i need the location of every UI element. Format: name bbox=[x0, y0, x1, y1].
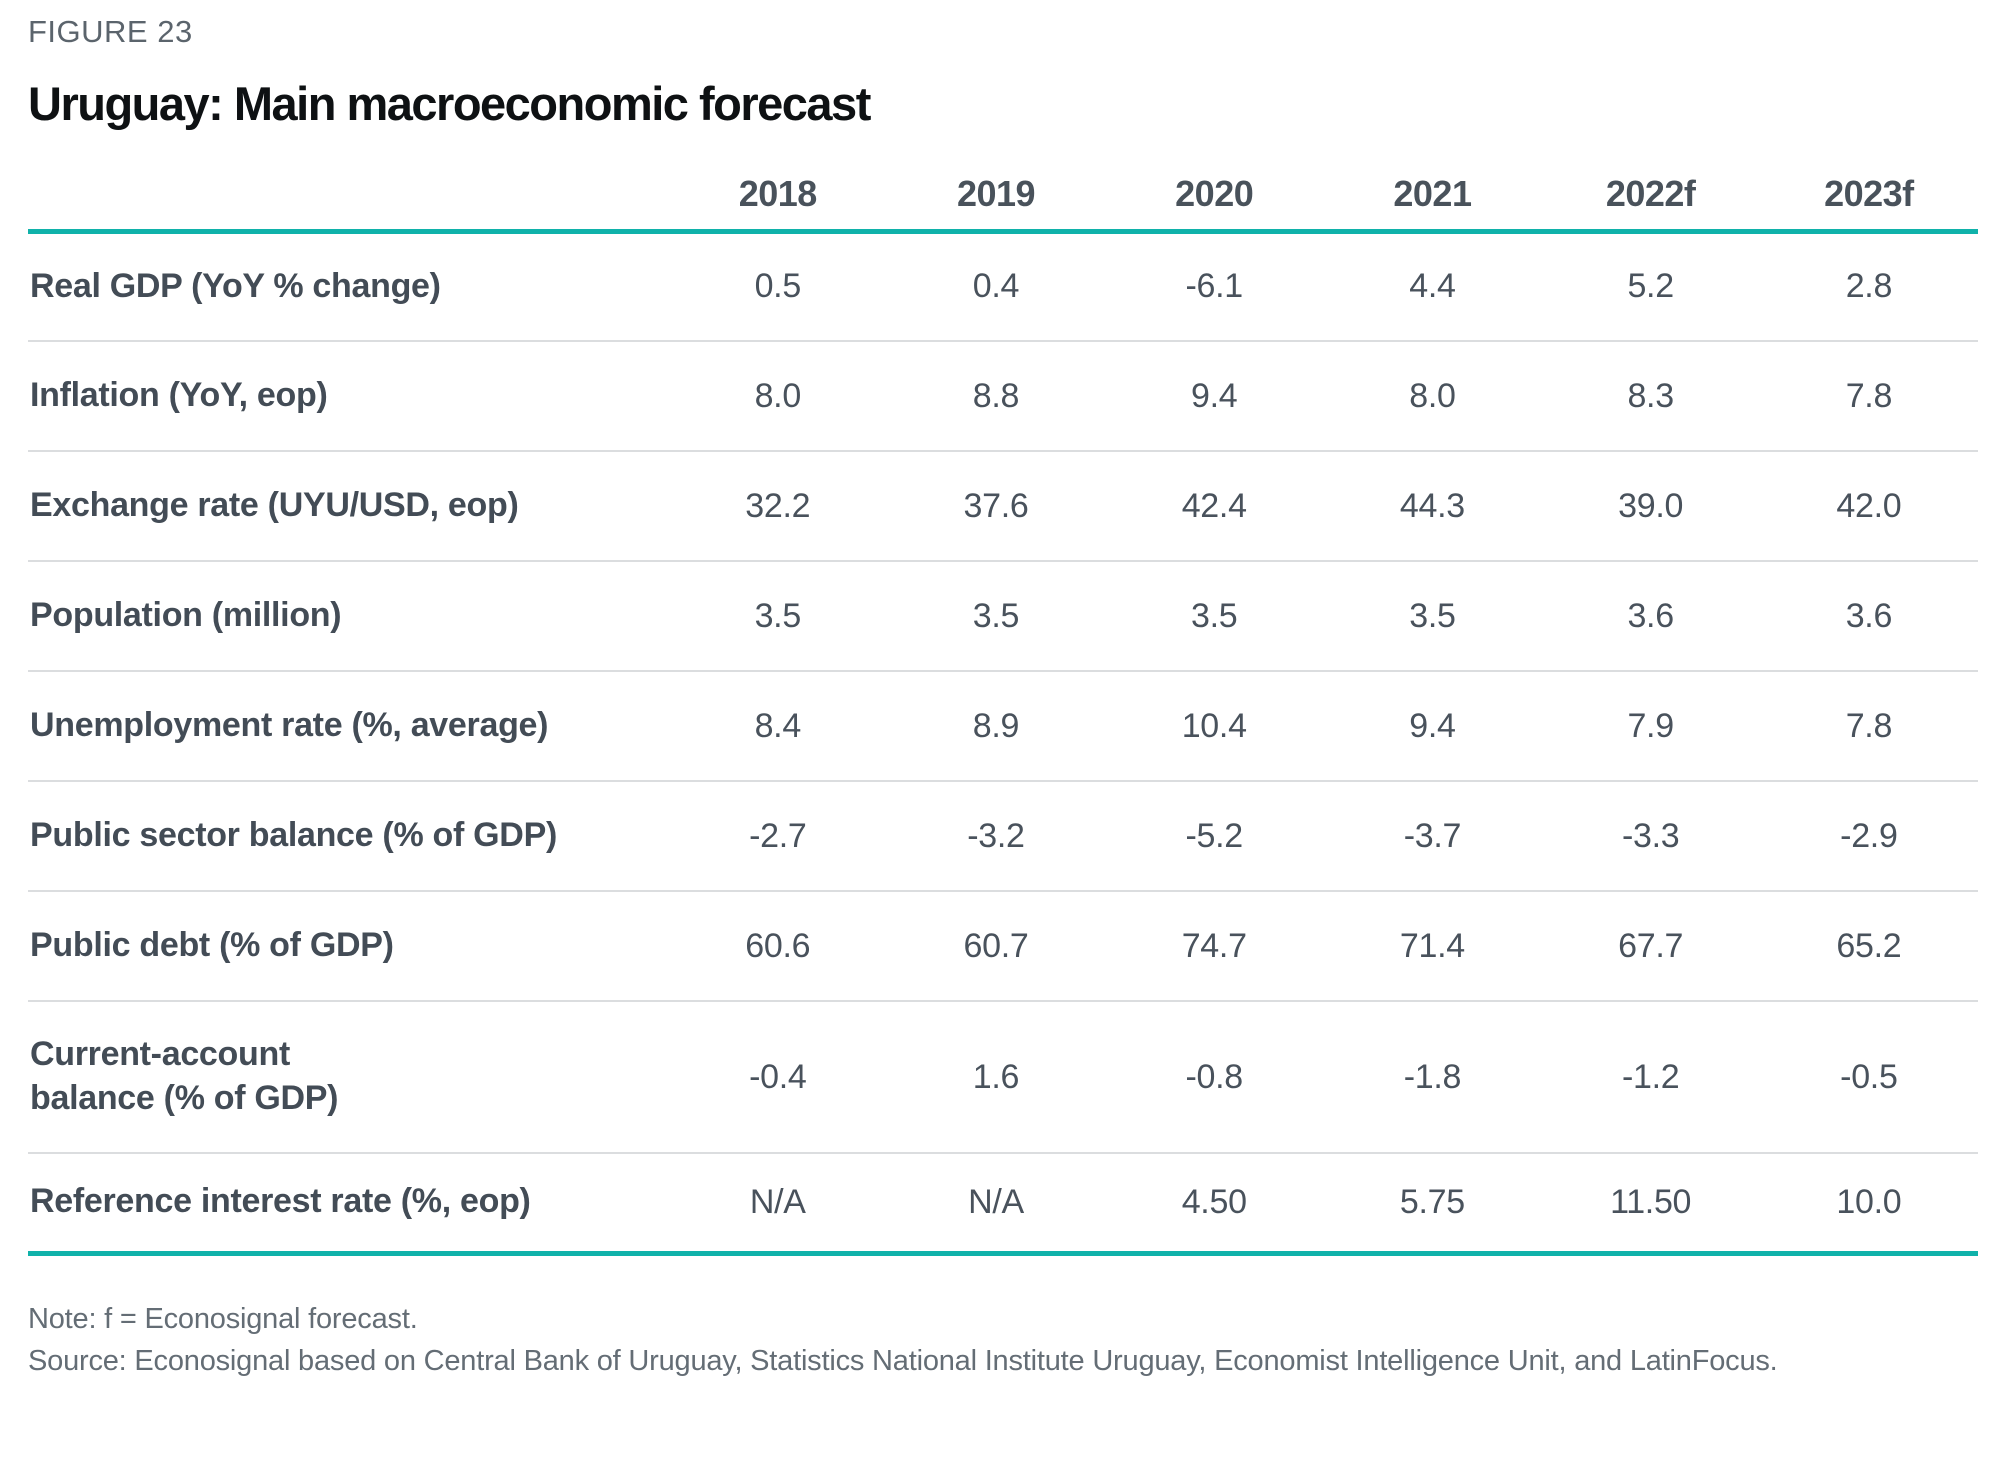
value-cell: 8.0 bbox=[754, 376, 802, 415]
figure-page: FIGURE 23 Uruguay: Main macroeconomic fo… bbox=[28, 14, 1978, 1382]
value-cell: 8.9 bbox=[972, 706, 1020, 745]
header-corner-cell bbox=[28, 143, 669, 231]
table-row: Public debt (% of GDP) 60.6 60.7 74.7 71.4 67… bbox=[28, 891, 1978, 1001]
value-cell: 0.5 bbox=[754, 267, 802, 306]
value-cell: 74.7 bbox=[1181, 926, 1247, 965]
year-header-cell: 2019 bbox=[956, 172, 1036, 214]
value-cell: 67.7 bbox=[1618, 926, 1684, 965]
value-cell: 9.4 bbox=[1409, 706, 1456, 745]
value-cell: 10.4 bbox=[1181, 706, 1247, 745]
value-cell: -1.2 bbox=[1621, 1057, 1680, 1096]
table-body: Real GDP (YoY % change) 0.5 0.4 -6.1 4.4 5.2 2… bbox=[28, 231, 1978, 1253]
table-row: Public sector balance (% of GDP) -2.7 -3.2… bbox=[28, 781, 1978, 891]
value-cell: 5.75 bbox=[1399, 1182, 1465, 1221]
value-cell: 1.6 bbox=[972, 1057, 1020, 1096]
value-cell: 11.50 bbox=[1610, 1182, 1692, 1221]
header-row: 2018 2019 2020 2021 2022f 2023f bbox=[28, 143, 1978, 231]
value-cell: 4.50 bbox=[1181, 1182, 1247, 1221]
value-cell: 8.8 bbox=[972, 376, 1020, 415]
value-cell: 4.4 bbox=[1409, 267, 1456, 306]
value-cell: 71.4 bbox=[1399, 926, 1465, 965]
year-header-cell: 2023f bbox=[1824, 172, 1914, 214]
value-cell: -3.7 bbox=[1403, 816, 1462, 855]
value-cell: -0.8 bbox=[1185, 1057, 1244, 1096]
value-cell: 42.4 bbox=[1181, 486, 1247, 525]
value-cell: 3.5 bbox=[1409, 596, 1456, 635]
value-cell: -6.1 bbox=[1185, 267, 1244, 306]
value-cell: 32.2 bbox=[745, 486, 811, 525]
value-cell: 7.9 bbox=[1627, 706, 1674, 745]
value-cell: 44.3 bbox=[1399, 486, 1465, 525]
value-cell: N/A bbox=[749, 1182, 806, 1221]
row-label: Reference interest rate (%, eop) bbox=[30, 1182, 531, 1221]
row-label: Public debt (% of GDP) bbox=[30, 926, 394, 965]
value-cell: 7.8 bbox=[1845, 706, 1893, 745]
source-line: Source: Econosignal based on Central Ban… bbox=[28, 1344, 1778, 1377]
table-row: Population (million) 3.5 3.5 3.5 3.5 3.6 3.6 bbox=[28, 561, 1978, 671]
note-line: Note: f = Econosignal forecast. bbox=[28, 1302, 418, 1335]
value-cell: 3.5 bbox=[972, 596, 1020, 635]
value-cell: -2.7 bbox=[749, 816, 807, 855]
row-label: Real GDP (YoY % change) bbox=[30, 266, 441, 305]
value-cell: 42.0 bbox=[1836, 486, 1902, 525]
table-row: Real GDP (YoY % change) 0.5 0.4 -6.1 4.4 5.2 2… bbox=[28, 231, 1978, 341]
row-label: Inflation (YoY, eop) bbox=[30, 376, 328, 415]
value-cell: 8.3 bbox=[1627, 376, 1674, 415]
row-label: Public sector balance (% of GDP) bbox=[30, 816, 557, 855]
macro-forecast-table: 2018 2019 2020 2021 2022f 2023f Real GDP (YoY… bbox=[28, 143, 1978, 1256]
value-cell: 65.2 bbox=[1836, 926, 1902, 965]
figure-footnote: Note: f = Econosignal forecast. Source: … bbox=[28, 1298, 1808, 1382]
value-cell: 3.6 bbox=[1627, 596, 1674, 635]
value-cell: -0.4 bbox=[749, 1057, 807, 1096]
year-header-cell: 2022f bbox=[1605, 172, 1696, 214]
value-cell: 10.0 bbox=[1836, 1182, 1902, 1221]
value-cell: 37.6 bbox=[963, 486, 1029, 525]
value-cell: 60.7 bbox=[963, 926, 1029, 965]
value-cell: 60.6 bbox=[745, 926, 811, 965]
year-header-cell: 2018 bbox=[738, 172, 818, 214]
value-cell: 0.4 bbox=[972, 267, 1020, 306]
table-row: Unemployment rate (%, average) 8.4 8.9 10.4… bbox=[28, 671, 1978, 781]
table-row: Exchange rate (UYU/USD, eop) 32.2 37.6 42.4… bbox=[28, 451, 1978, 561]
value-cell: 8.4 bbox=[754, 706, 802, 745]
value-cell: 39.0 bbox=[1618, 486, 1684, 525]
row-label: Population (million) bbox=[30, 596, 342, 635]
figure-label: FIGURE 23 bbox=[28, 14, 193, 49]
value-cell: N/A bbox=[968, 1182, 1024, 1221]
row-label: Unemployment rate (%, average) bbox=[30, 706, 549, 745]
value-cell: -3.2 bbox=[967, 816, 1025, 855]
value-cell: -1.8 bbox=[1403, 1057, 1462, 1096]
value-cell: 8.0 bbox=[1409, 376, 1456, 415]
year-header-cell: 2020 bbox=[1175, 172, 1254, 214]
row-label: Exchange rate (UYU/USD, eop) bbox=[30, 486, 519, 525]
value-cell: -2.9 bbox=[1840, 816, 1898, 855]
table-row: Current-account balance (% of GDP) -0.4 1.… bbox=[28, 1001, 1978, 1153]
year-header-cell: 2021 bbox=[1393, 172, 1472, 214]
value-cell: -0.5 bbox=[1840, 1057, 1898, 1096]
figure-title: Uruguay: Main macroeconomic forecast bbox=[28, 77, 871, 130]
value-cell: 9.4 bbox=[1191, 376, 1238, 415]
value-cell: 3.5 bbox=[1191, 596, 1238, 635]
value-cell: 7.8 bbox=[1845, 376, 1893, 415]
table-row: Reference interest rate (%, eop) N/A N/A 4.… bbox=[28, 1153, 1978, 1253]
table-row: Inflation (YoY, eop) 8.0 8.8 9.4 8.0 8.3 7.8 bbox=[28, 341, 1978, 451]
row-label: Current-account balance (% of GDP) bbox=[30, 1035, 339, 1117]
value-cell: -3.3 bbox=[1621, 816, 1680, 855]
table-header: 2018 2019 2020 2021 2022f 2023f bbox=[28, 143, 1978, 231]
value-cell: 5.2 bbox=[1627, 267, 1674, 306]
value-cell: 3.6 bbox=[1845, 596, 1893, 635]
value-cell: -5.2 bbox=[1185, 816, 1244, 855]
value-cell: 3.5 bbox=[754, 596, 802, 635]
value-cell: 2.8 bbox=[1845, 267, 1893, 306]
